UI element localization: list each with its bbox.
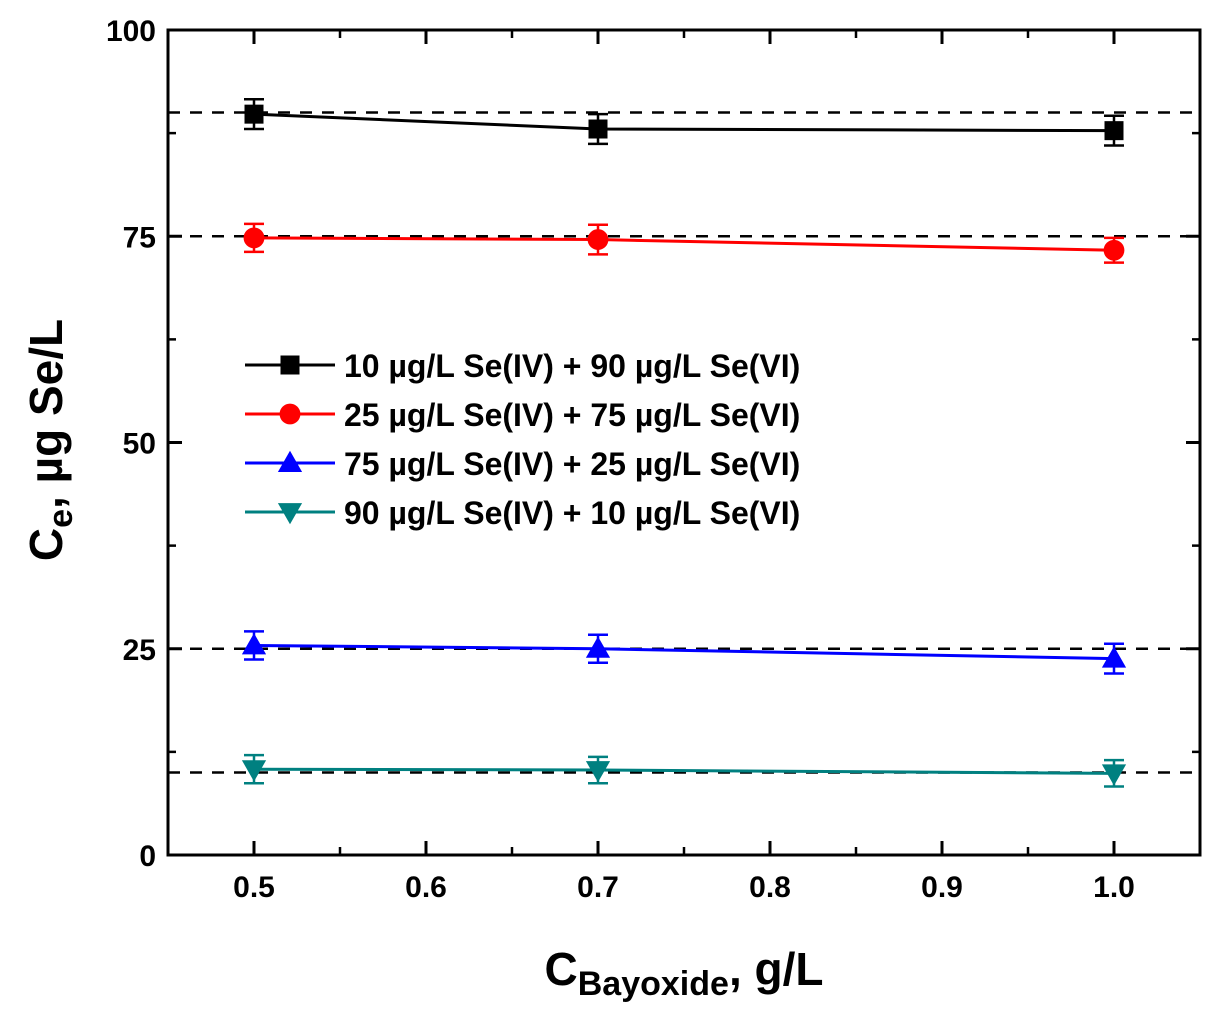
y-axis-title-main: C <box>20 528 72 561</box>
y-tick-label: 50 <box>123 428 156 461</box>
tick-labels: 0.5 0.6 0.7 0.8 0.9 1.0 0 25 50 75 100 <box>106 15 1135 904</box>
y-tick-label: 25 <box>123 634 156 667</box>
legend-item-3: 75 µg/L Se(IV) + 25 µg/L Se(VI) <box>245 446 800 482</box>
plot-frame <box>166 28 1202 857</box>
data-point <box>585 761 611 783</box>
x-tick-label: 0.8 <box>749 871 791 904</box>
legend-item-2: 25 µg/L Se(IV) + 75 µg/L Se(VI) <box>245 397 800 433</box>
legend-label: 90 µg/L Se(IV) + 10 µg/L Se(VI) <box>344 495 800 531</box>
legend-marker <box>279 403 301 425</box>
legend-marker <box>277 450 303 472</box>
data-point <box>585 636 611 658</box>
axis-ticks <box>168 28 1202 857</box>
data-point <box>588 119 608 139</box>
series-line <box>253 236 1115 252</box>
legend-label: 10 µg/L Se(IV) + 90 µg/L Se(VI) <box>344 348 800 384</box>
x-axis-title-rest: , g/L <box>729 943 824 995</box>
x-tick-label: 0.9 <box>921 871 963 904</box>
series-line <box>253 112 1115 133</box>
series-1 <box>244 98 1124 147</box>
data-point <box>1103 239 1125 261</box>
x-axis-title-main: C <box>545 943 578 995</box>
legend-item-1: 10 µg/L Se(IV) + 90 µg/L Se(VI) <box>245 348 800 384</box>
reference-lines <box>168 111 1200 774</box>
x-tick-label: 1.0 <box>1093 871 1135 904</box>
series-2 <box>243 222 1125 264</box>
data-point <box>1104 121 1124 141</box>
y-axis-title-rest: , µg Se/L <box>20 319 72 509</box>
legend-marker <box>277 503 303 525</box>
y-tick-label: 0 <box>139 840 156 873</box>
y-axis-title-sub: e <box>42 509 80 528</box>
legend-marker <box>280 355 300 375</box>
x-axis-title-sub: Bayoxide <box>578 965 729 1003</box>
data-point <box>243 227 265 249</box>
data-point <box>241 633 267 655</box>
data-series <box>241 98 1127 788</box>
y-tick-label: 75 <box>123 221 156 254</box>
legend-item-4: 90 µg/L Se(IV) + 10 µg/L Se(VI) <box>245 495 800 531</box>
data-point <box>241 760 267 782</box>
series-line <box>253 643 1115 661</box>
series-3 <box>241 630 1127 675</box>
data-point <box>1101 646 1127 668</box>
legend-label: 25 µg/L Se(IV) + 75 µg/L Se(VI) <box>344 397 800 433</box>
y-tick-label: 100 <box>106 15 156 48</box>
data-point <box>587 229 609 250</box>
x-tick-label: 0.6 <box>405 871 447 904</box>
legend: 10 µg/L Se(IV) + 90 µg/L Se(VI) 25 µg/L S… <box>245 348 800 531</box>
x-tick-label: 0.5 <box>233 871 275 904</box>
data-point <box>244 104 264 124</box>
legend-label: 75 µg/L Se(IV) + 25 µg/L Se(VI) <box>344 446 800 482</box>
y-axis-title: Ce, µg Se/L <box>20 319 80 561</box>
x-tick-label: 0.7 <box>577 871 619 904</box>
x-axis-title: CBayoxide, g/L <box>545 943 824 1003</box>
series-4 <box>241 753 1127 788</box>
data-point <box>1101 764 1127 786</box>
